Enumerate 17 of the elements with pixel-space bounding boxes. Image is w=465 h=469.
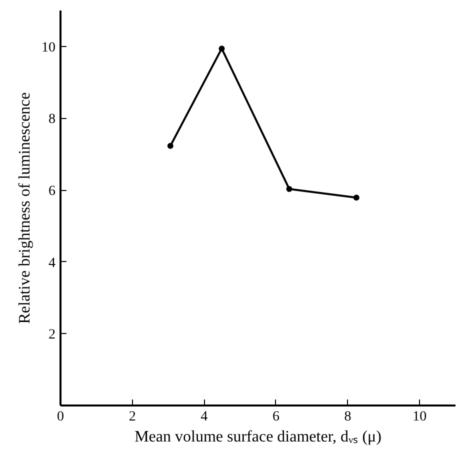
y-tick-label: 10 bbox=[42, 40, 56, 56]
x-tick-label: 2 bbox=[128, 410, 136, 424]
point bbox=[353, 194, 360, 201]
point bbox=[167, 142, 174, 149]
x-tick-label: 0 bbox=[57, 410, 64, 424]
y-tick-label: 4 bbox=[48, 256, 56, 271]
x-tick-label: 8 bbox=[344, 410, 352, 424]
x-tick-label: 6 bbox=[272, 410, 280, 424]
y-axis-title: Relative brightness of luminescence bbox=[16, 92, 34, 324]
x-tick-label: 10 bbox=[412, 410, 427, 424]
point bbox=[218, 46, 225, 52]
point bbox=[286, 186, 292, 192]
y-tick-label: 6 bbox=[48, 184, 56, 200]
y-tick-label: 2 bbox=[48, 328, 56, 343]
x-tick-label: 4 bbox=[200, 410, 208, 424]
y-tick-label: 8 bbox=[48, 112, 56, 128]
x-axis-title: Mean volume surface diameter, dᵥₛ (μ) bbox=[134, 428, 382, 446]
